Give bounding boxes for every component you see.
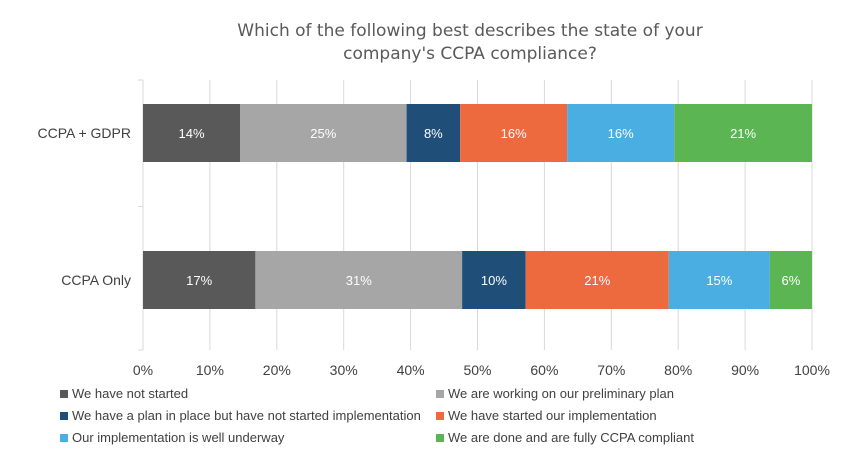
legend-swatch xyxy=(436,434,444,442)
legend-label: We have a plan in place but have not sta… xyxy=(72,408,421,423)
bar-segment xyxy=(668,251,770,309)
x-tick-label: 40% xyxy=(397,362,425,378)
bar-segment xyxy=(255,251,463,309)
legend-label: We have started our implementation xyxy=(448,408,657,423)
bar-segment xyxy=(143,104,241,162)
data-label: 21% xyxy=(730,126,756,141)
data-label: 17% xyxy=(186,273,212,288)
bar-segment xyxy=(462,251,526,309)
bar-segment xyxy=(143,251,256,309)
legend-label: We are done and are fully CCPA compliant xyxy=(448,430,694,445)
data-label: 16% xyxy=(608,126,634,141)
bar-segment xyxy=(460,104,568,162)
x-tick-label: 70% xyxy=(597,362,625,378)
legend: We have not started We are working on our… xyxy=(60,386,694,445)
data-label: 14% xyxy=(178,126,204,141)
data-label: 8% xyxy=(424,126,443,141)
x-tick-label: 10% xyxy=(196,362,224,378)
x-tick-label: 0% xyxy=(133,362,153,378)
x-tick-label: 30% xyxy=(330,362,358,378)
x-tick-label: 80% xyxy=(664,362,692,378)
x-tick-label: 90% xyxy=(731,362,759,378)
data-label: 21% xyxy=(584,273,610,288)
data-label: 6% xyxy=(782,273,801,288)
x-tick-label: 100% xyxy=(794,362,830,378)
bar-segment xyxy=(525,251,669,309)
category-label: CCPA + GDPR xyxy=(38,125,132,141)
bar-segment xyxy=(674,104,812,162)
data-label: 25% xyxy=(310,126,336,141)
legend-swatch xyxy=(60,390,68,398)
legend-label: We have not started xyxy=(72,386,188,401)
bars: 14% 25% 8% 16% 16% 21% 17% 31% 10% 21% 15% 6% xyxy=(143,104,812,309)
x-tick-label: 20% xyxy=(263,362,291,378)
x-tick-label: 50% xyxy=(463,362,491,378)
data-label: 10% xyxy=(481,273,507,288)
bar-segment xyxy=(567,104,675,162)
x-tick-label: 60% xyxy=(530,362,558,378)
legend-swatch xyxy=(436,390,444,398)
legend-swatch xyxy=(60,412,68,420)
x-tick-labels: 0% 10% 20% 30% 40% 50% 60% 70% 80% 90% 100% xyxy=(133,362,830,378)
legend-label: We are working on our preliminary plan xyxy=(448,386,674,401)
bar-segment xyxy=(240,104,407,162)
data-label: 31% xyxy=(346,273,372,288)
chart-title-line-2: company's CCPA compliance? xyxy=(343,44,597,64)
legend-swatch xyxy=(60,434,68,442)
category-label: CCPA Only xyxy=(61,272,131,288)
data-label: 15% xyxy=(706,273,732,288)
data-label: 16% xyxy=(501,126,527,141)
chart-title-line-1: Which of the following best describes th… xyxy=(237,21,702,41)
category-labels: CCPA + GDPR CCPA Only xyxy=(38,125,132,288)
bar-segment xyxy=(406,104,461,162)
legend-label: Our implementation is well underway xyxy=(72,430,285,445)
bar-segment xyxy=(769,251,812,309)
legend-swatch xyxy=(436,412,444,420)
